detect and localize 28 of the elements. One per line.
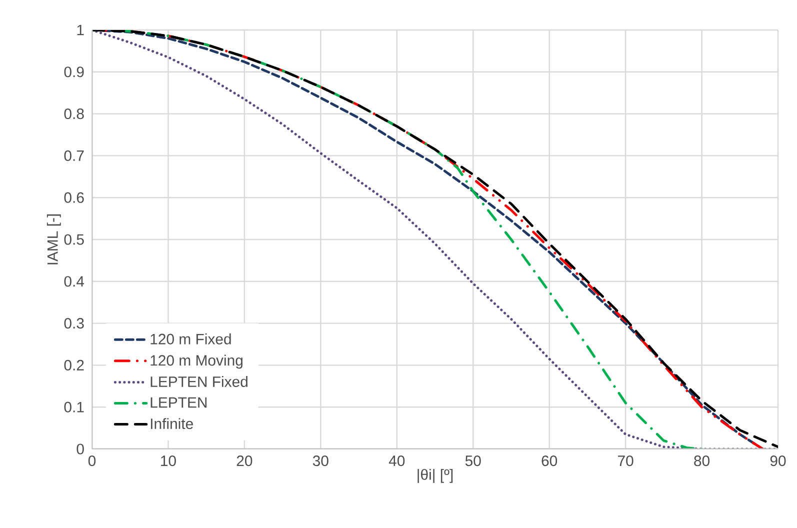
y-tick-label: 0.2 — [64, 360, 84, 370]
legend-label: LEPTEN — [150, 397, 206, 408]
x-tick-label: 70 — [618, 456, 634, 466]
legend-label: Infinite — [150, 418, 193, 430]
y-axis-title: IAML [-] — [46, 214, 61, 264]
legend-label: 120 m Moving — [150, 354, 242, 369]
y-tick-label: 0.4 — [64, 276, 84, 287]
y-tick-label: 0.3 — [64, 318, 84, 329]
x-axis-title: |θi| [º] — [418, 468, 453, 483]
legend-label: 120 m Fixed — [150, 333, 231, 344]
y-tick-label: 1 — [77, 24, 84, 36]
x-tick-label: 20 — [236, 456, 252, 466]
x-tick-label: 40 — [388, 456, 405, 466]
y-tick-label: 0.5 — [64, 234, 84, 245]
x-tick-label: 0 — [88, 456, 96, 466]
x-tick-label: 90 — [770, 456, 786, 466]
legend-label: LEPTEN Fixed — [150, 376, 248, 388]
x-tick-label: 50 — [465, 456, 481, 466]
x-tick-label: 30 — [312, 456, 328, 466]
y-tick-label: 0.7 — [64, 150, 84, 161]
y-tick-label: 0.8 — [64, 108, 84, 120]
y-tick-label: 0 — [76, 444, 84, 454]
x-tick-label: 10 — [161, 456, 176, 466]
y-tick-label: 0.1 — [64, 402, 84, 412]
x-tick-label: 60 — [542, 456, 558, 466]
y-tick-label: 0.6 — [64, 192, 84, 203]
x-tick-label: 80 — [694, 456, 710, 466]
y-tick-label: 0.9 — [64, 66, 84, 78]
